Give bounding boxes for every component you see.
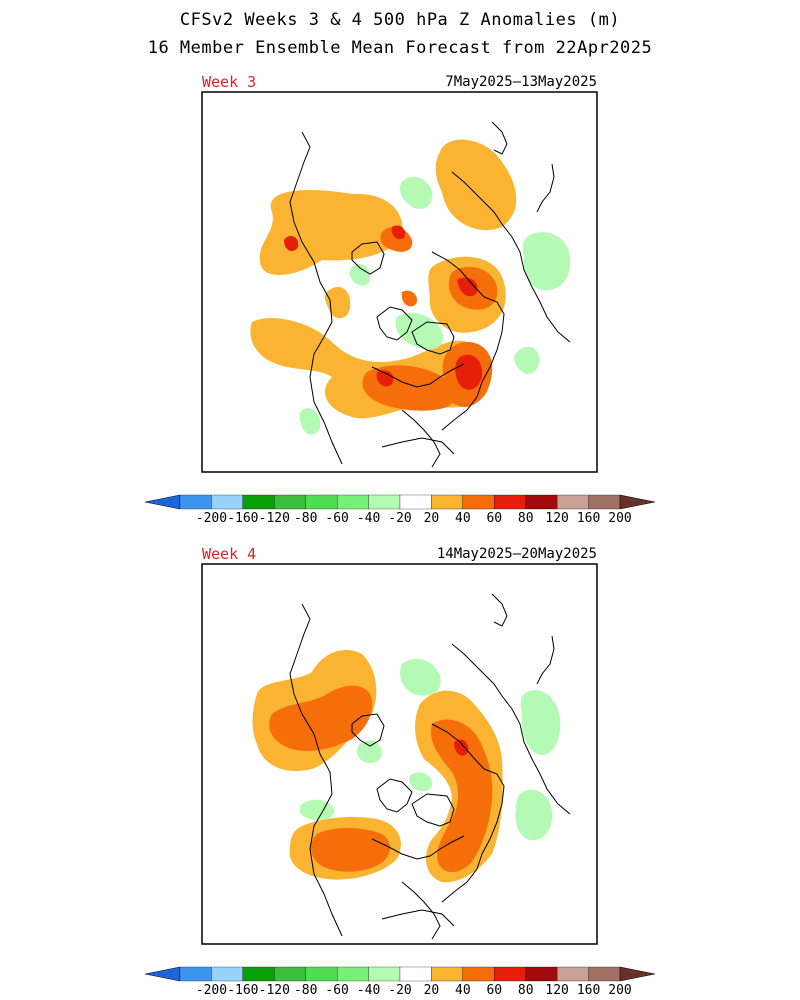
week-3-negative-anomaly-20 <box>299 176 571 435</box>
week-3-label: Week 3 <box>202 73 257 91</box>
week-3-date-range: 7May2025–13May2025 <box>445 74 597 90</box>
colorbar-tick-label: 200 <box>608 511 632 526</box>
colorbar-box <box>588 966 621 982</box>
colorbar-tick-label: -200 <box>195 511 228 526</box>
colorbar-tick-label: -120 <box>258 511 290 526</box>
colorbar-tick-label: 80 <box>517 983 534 998</box>
colorbar-box <box>525 966 558 982</box>
colorbar-tick-label: -160 <box>227 983 259 998</box>
colorbar-end-left <box>144 966 181 982</box>
title-line-2: 16 Member Ensemble Mean Forecast from 22… <box>147 38 653 58</box>
colorbar-tick-label: -20 <box>388 983 412 998</box>
colorbar-tick-label: 20 <box>423 511 440 526</box>
colorbar-box <box>211 966 244 982</box>
colorbar-tick-label: 40 <box>455 983 471 998</box>
colorbar-tick-label: -40 <box>356 983 381 998</box>
week-3-positive-anomaly-60 <box>284 225 483 390</box>
colorbar-tick-label: 40 <box>455 511 471 526</box>
colorbar-tick-label: 80 <box>517 511 534 526</box>
colorbar-tick-label: 120 <box>545 983 569 998</box>
colorbar-box <box>274 966 306 982</box>
colorbar-end-right <box>619 494 656 510</box>
colorbar-box <box>431 966 464 982</box>
colorbar-tick-label: 60 <box>486 511 503 526</box>
colorbar-tick-label: 160 <box>576 983 601 998</box>
colorbar-tick-label: 20 <box>423 983 440 998</box>
colorbar-tick-label: 120 <box>545 511 569 526</box>
colorbar-tick-label: -60 <box>325 983 349 998</box>
week-4-date-range: 14May2025–20May2025 <box>436 546 597 562</box>
colorbar-tick-label: -40 <box>356 511 381 526</box>
week-4-negative-anomaly-20 <box>299 658 561 841</box>
colorbar-end-right <box>619 966 656 982</box>
week-3-coastlines <box>289 121 571 468</box>
colorbar-tick-label: 160 <box>576 511 601 526</box>
week-4-map-frame <box>201 563 598 945</box>
week-4-label: Week 4 <box>202 545 257 563</box>
colorbar-box <box>305 966 338 982</box>
colorbar-tick-label: -80 <box>293 511 318 526</box>
colorbar-tick-label: -200 <box>195 983 228 998</box>
colorbar-box <box>242 966 275 982</box>
colorbar-box <box>494 966 526 982</box>
colorbar-box <box>336 966 369 982</box>
colorbar-tick-label: -60 <box>325 511 349 526</box>
colorbar-tick-label: 60 <box>486 983 503 998</box>
week-4-positive-anomaly-60 <box>454 739 469 756</box>
colorbar-box <box>556 966 589 982</box>
colorbar-box <box>399 966 432 982</box>
colorbar-tick-label: -160 <box>227 511 259 526</box>
week-4-coastlines <box>289 593 571 940</box>
colorbar-box <box>462 966 495 982</box>
title-line-1: CFSv2 Weeks 3 & 4 500 hPa Z Anomalies (m… <box>179 10 621 30</box>
week-4-positive-anomaly-40 <box>269 685 493 873</box>
colorbar-tick-label: -20 <box>388 511 412 526</box>
week-3-map-frame <box>201 91 598 473</box>
colorbar-tick-label: -80 <box>293 983 318 998</box>
colorbar-box <box>179 966 212 982</box>
colorbar-tick-label: 200 <box>608 983 632 998</box>
colorbar-box <box>368 966 401 982</box>
colorbar-tick-label: -120 <box>258 983 290 998</box>
